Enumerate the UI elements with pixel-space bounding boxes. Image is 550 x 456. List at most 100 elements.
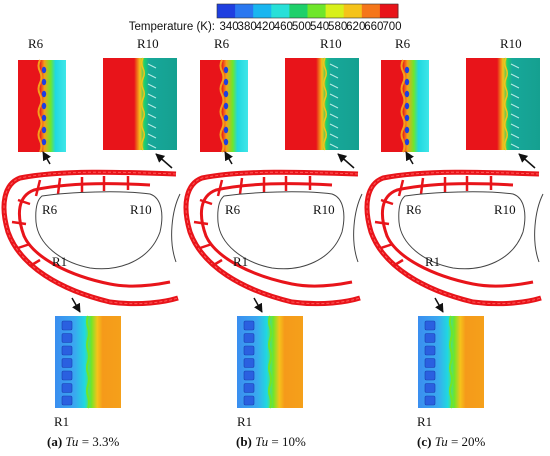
colorbar-tick-label: 500 (291, 21, 312, 33)
blade (183, 169, 363, 307)
coolant-hole (243, 370, 255, 381)
colorbar-swatch (325, 4, 345, 18)
coolant-hole (243, 333, 255, 343)
arrow-to-r10 (518, 153, 536, 169)
caption-a-value: = 3.3% (78, 434, 120, 449)
streak (510, 143, 520, 149)
caption-b-value: = 10% (268, 434, 306, 449)
colorbar-tick-label: 460 (273, 21, 293, 33)
streak (329, 93, 339, 99)
panel-a (1, 57, 181, 409)
panel-b-bottom-label: R1 (237, 414, 253, 429)
coolant-hole (223, 138, 229, 146)
colorbar-swatch (235, 4, 254, 18)
streak (329, 123, 339, 129)
streak (510, 123, 520, 129)
inset-r1 (418, 315, 484, 409)
streak (510, 73, 520, 79)
cooling-rib (238, 177, 244, 195)
caption-a-var: Tu (65, 434, 79, 449)
inset-r6 (18, 59, 80, 153)
colorbar-frame (216, 3, 399, 19)
coolant-hole (424, 345, 436, 356)
coolant-hole (41, 126, 47, 134)
blade-inner-hot (199, 182, 353, 288)
coolant-hole (404, 78, 410, 86)
inset-r10-field (285, 58, 359, 150)
panel-c-blade-label-r6: R6 (406, 202, 422, 217)
coolant-hole (61, 345, 73, 356)
arrow-to-r1 (253, 297, 263, 313)
coolant-hole (424, 395, 436, 406)
cooling-rib (374, 220, 390, 226)
colorbar-swatch (271, 4, 290, 18)
colorbar-tick-label: 580 (328, 21, 348, 33)
coolant-hole (424, 358, 436, 368)
neighbor-outline (534, 193, 544, 263)
inset-r10-field (466, 58, 540, 150)
coolant-hole (41, 102, 47, 110)
caption-c-var: Tu (434, 434, 448, 449)
coolant-hole (61, 370, 73, 381)
caption-b-var: Tu (255, 434, 269, 449)
panel-a-bottom-label: R1 (54, 414, 70, 429)
streak (329, 113, 339, 119)
coolant-hole (424, 320, 436, 331)
colorbar-swatch (361, 4, 381, 18)
neighbor-outline (353, 193, 363, 263)
colorbar-tick-label: 540 (309, 21, 330, 33)
caption-b-letter: (b) (236, 434, 252, 449)
caption-c-letter: (c) (417, 434, 432, 449)
panel-c-blade-label-r10: R10 (494, 202, 516, 217)
panel-a-blade-label-r10: R10 (130, 202, 152, 217)
coolant-hole (41, 138, 47, 146)
colorbar-tick-label: 380 (237, 21, 257, 33)
streak (510, 63, 520, 69)
coolant-hole (404, 90, 410, 98)
coolant-hole (61, 333, 73, 343)
streak (329, 143, 339, 149)
streak (329, 83, 339, 89)
blade (1, 169, 181, 307)
coolant-hole (61, 358, 73, 368)
cooling-rib (199, 198, 213, 206)
coolant-hole (243, 358, 255, 368)
coolant-hole (61, 320, 73, 331)
inset-r6-front (219, 59, 225, 153)
cooling-rib (380, 198, 394, 206)
inset-r6 (381, 59, 429, 153)
blade-inner-hot (380, 182, 534, 288)
coolant-hole (223, 66, 229, 74)
streak (510, 113, 520, 119)
coolant-hole (243, 383, 255, 393)
inset-r6-front (37, 59, 43, 153)
panel-c-bottom-label: R1 (417, 414, 433, 429)
panel-b (183, 57, 363, 409)
blade-outer-texture (185, 171, 361, 305)
coolant-hole (41, 66, 47, 74)
colorbar-title: Temperature (K): (128, 21, 215, 33)
cooling-rib (11, 220, 27, 226)
coolant-hole (404, 114, 410, 122)
coolant-hole (223, 102, 229, 110)
inset-r6-gap (66, 60, 80, 152)
arrow-to-r6 (42, 151, 51, 165)
arrow-to-r10 (155, 153, 173, 169)
streak (329, 73, 339, 79)
inset-r6-front (400, 59, 406, 153)
inset-r10-field (103, 58, 177, 150)
coolant-hole (223, 90, 229, 98)
cooling-rib (211, 258, 223, 268)
colorbar-swatch (307, 4, 327, 18)
colorbar-tick-label: 420 (255, 21, 275, 33)
inset-r1-front (268, 315, 272, 409)
coolant-hole (223, 78, 229, 86)
streak (147, 103, 157, 109)
airfoil-outline (217, 191, 345, 270)
cooling-rib (397, 179, 405, 197)
coolant-hole (61, 383, 73, 393)
streak (329, 103, 339, 109)
